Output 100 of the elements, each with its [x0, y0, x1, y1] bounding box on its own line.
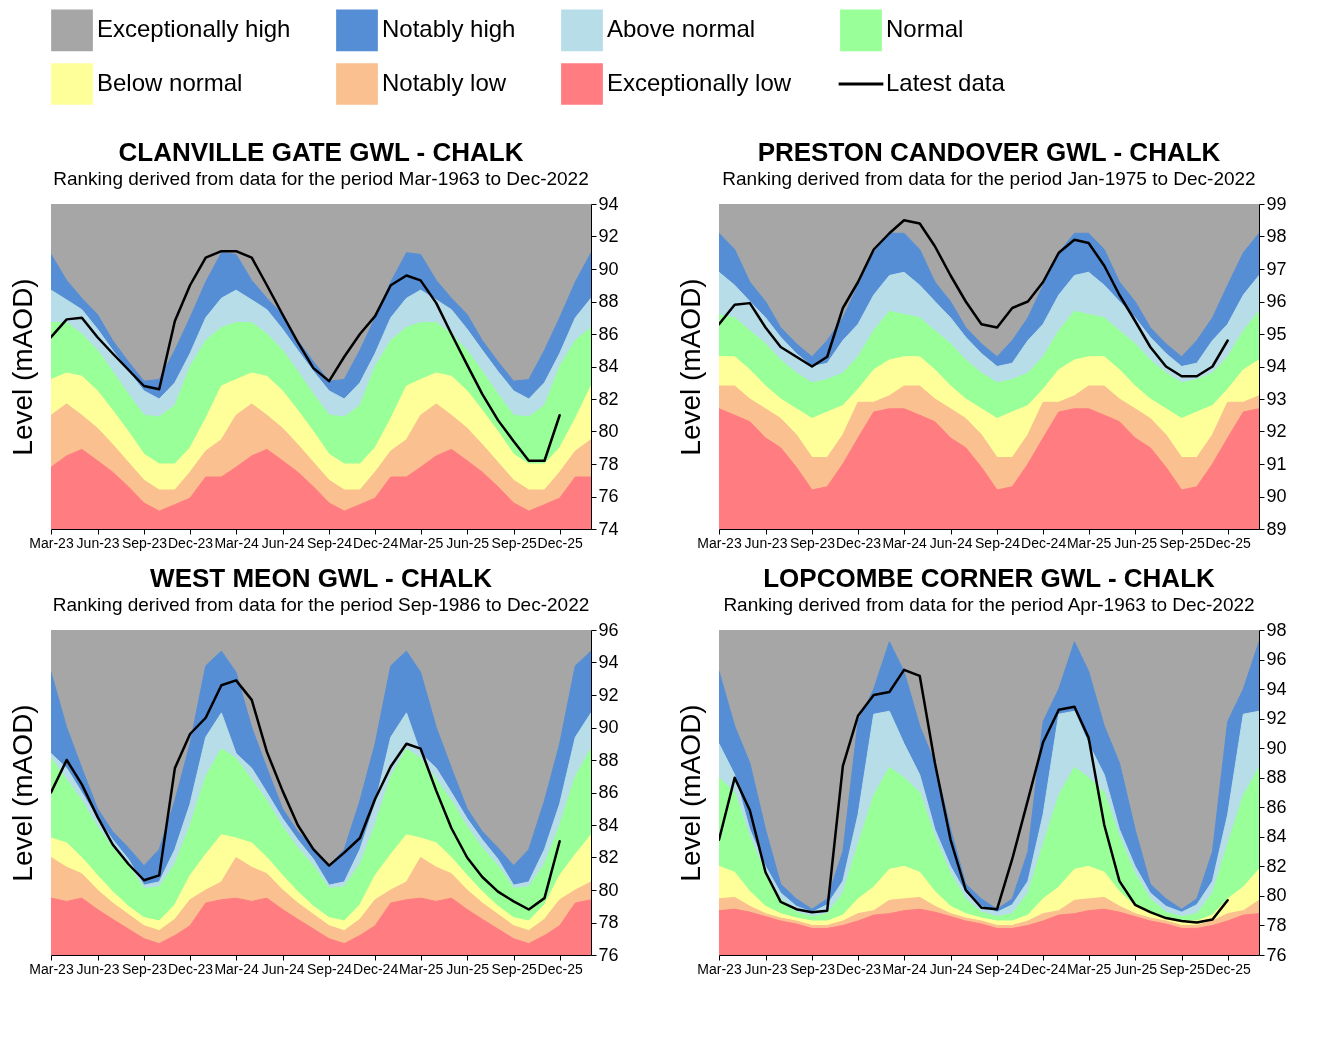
y-tick-label: 86: [598, 323, 619, 344]
y-tick-label: 88: [1266, 767, 1287, 788]
legend-label: Exceptionally low: [607, 69, 792, 96]
x-tick-label: Mar-24: [214, 960, 259, 977]
y-tick-label: 92: [598, 226, 619, 246]
chart-title: LOPCOMBE CORNER GWL - CHALK: [763, 563, 1216, 593]
y-tick-label: 98: [1266, 226, 1287, 246]
y-tick-label: 94: [598, 193, 619, 214]
y-tick-label: 93: [1266, 388, 1287, 409]
x-tick-label: Mar-24: [882, 534, 927, 551]
legend-label: Exceptionally high: [97, 15, 291, 43]
x-tick-label: Dec-25: [537, 534, 583, 551]
x-tick-label: Jun-23: [744, 960, 788, 977]
chart-title: WEST MEON GWL - CHALK: [150, 563, 493, 593]
chart-subtitle: Ranking derived from data for the period Apr-1963 to Dec-2022: [723, 594, 1255, 615]
y-axis-title: Level (mAOD): [674, 278, 706, 456]
x-tick-label: Jun-24: [261, 534, 305, 551]
y-tick-label: 97: [1266, 258, 1287, 279]
y-tick-label: 78: [1266, 914, 1287, 935]
chart-subtitle: Ranking derived from data for the period Sep-1986 to Dec-2022: [52, 594, 590, 615]
line-series: [51, 249, 561, 462]
x-tick-label: Mar-25: [398, 534, 444, 551]
x-tick-label: Sep-25: [1159, 960, 1205, 977]
y-tick-label: 86: [598, 782, 619, 802]
x-tick-label: Mar-23: [29, 960, 74, 977]
y-tick-label: 78: [598, 912, 619, 932]
y-tick-label: 96: [1266, 649, 1287, 670]
y-tick-label: 90: [598, 717, 619, 737]
x-tick-label: Mar-24: [882, 960, 927, 977]
x-tick-label: Jun-25: [446, 534, 490, 551]
x-tick-label: Sep-23: [121, 534, 168, 551]
y-tick-label: 89: [1266, 518, 1287, 539]
x-tick-label: Jun-25: [1114, 960, 1158, 977]
x-tick-label: Mar-24: [214, 534, 259, 551]
y-tick-label: 84: [598, 814, 619, 835]
y-tick-label: 76: [598, 486, 619, 506]
x-tick-label: Sep-25: [491, 960, 537, 977]
y-tick-label: 80: [1266, 885, 1287, 906]
legend-label: Above normal: [607, 15, 756, 43]
x-tick-label: Sep-24: [975, 534, 1021, 551]
x-tick-label: Dec-25: [1205, 960, 1251, 977]
y-tick-label: 80: [598, 421, 619, 441]
y-tick-label: 74: [598, 518, 619, 539]
y-tick-label: 94: [1266, 356, 1287, 376]
x-tick-label: Jun-25: [446, 960, 490, 977]
x-tick-label: Sep-24: [975, 960, 1021, 977]
y-tick-label: 90: [598, 258, 619, 279]
x-tick-label: Dec-24: [353, 534, 399, 551]
legend-label: Notably low: [382, 69, 507, 96]
x-tick-label: Jun-24: [929, 960, 973, 977]
legend-label: Notably high: [382, 15, 516, 43]
x-tick-label: Dec-23: [835, 960, 882, 977]
x-tick-label: Sep-24: [307, 534, 353, 551]
x-tick-label: Sep-23: [789, 960, 836, 977]
y-tick-label: 84: [598, 356, 619, 376]
x-tick-label: Mar-25: [1066, 534, 1112, 551]
y-axis-title: Level (mAOD): [6, 704, 38, 882]
x-tick-label: Dec-23: [167, 960, 214, 977]
x-tick-label: Mar-23: [697, 534, 742, 551]
y-axis-title: Level (mAOD): [674, 704, 706, 882]
x-tick-label: Sep-25: [491, 534, 537, 551]
line-series: [719, 219, 1229, 378]
x-tick-label: Sep-25: [1159, 534, 1205, 551]
x-tick-label: Dec-24: [1021, 534, 1067, 551]
x-tick-label: Jun-25: [1114, 534, 1158, 551]
x-tick-label: Sep-24: [307, 960, 353, 977]
y-tick-label: 80: [598, 879, 619, 900]
y-axis-title: Level (mAOD): [6, 278, 38, 456]
y-tick-label: 99: [1266, 193, 1287, 214]
legend-label: Latest data: [886, 69, 1006, 96]
y-tick-label: 84: [1266, 826, 1287, 847]
chart-title: PRESTON CANDOVER GWL - CHALK: [757, 137, 1221, 167]
y-tick-label: 92: [1266, 421, 1287, 441]
y-tick-label: 90: [1266, 486, 1287, 506]
y-tick-label: 95: [1266, 323, 1287, 344]
y-tick-label: 76: [1266, 944, 1287, 965]
x-tick-label: Jun-23: [744, 534, 788, 551]
y-tick-label: 94: [1266, 678, 1287, 699]
x-tick-label: Dec-25: [1205, 534, 1251, 551]
line-series: [51, 679, 561, 911]
x-tick-label: Mar-23: [29, 534, 74, 551]
y-tick-label: 91: [1266, 453, 1287, 474]
y-tick-label: 96: [1266, 291, 1287, 311]
x-tick-label: Jun-24: [929, 534, 973, 551]
x-tick-label: Mar-25: [398, 960, 444, 977]
y-tick-label: 92: [598, 684, 619, 705]
y-tick-label: 96: [598, 619, 619, 640]
y-tick-label: 76: [598, 944, 619, 965]
x-tick-label: Dec-24: [1021, 960, 1067, 977]
y-tick-label: 82: [1266, 855, 1287, 876]
chart-subtitle: Ranking derived from data for the period Mar-1963 to Dec-2022: [53, 168, 589, 189]
x-tick-label: Jun-24: [261, 960, 305, 977]
x-tick-label: Sep-23: [789, 534, 836, 551]
y-tick-label: 88: [598, 749, 619, 770]
chart-subtitle: Ranking derived from data for the period Jan-1975 to Dec-2022: [722, 168, 1256, 189]
y-tick-label: 92: [1266, 708, 1287, 729]
x-tick-label: Dec-23: [835, 534, 882, 551]
chart-title: CLANVILLE GATE GWL - CHALK: [118, 137, 524, 167]
x-tick-label: Mar-25: [1066, 960, 1112, 977]
y-tick-label: 90: [1266, 737, 1287, 758]
